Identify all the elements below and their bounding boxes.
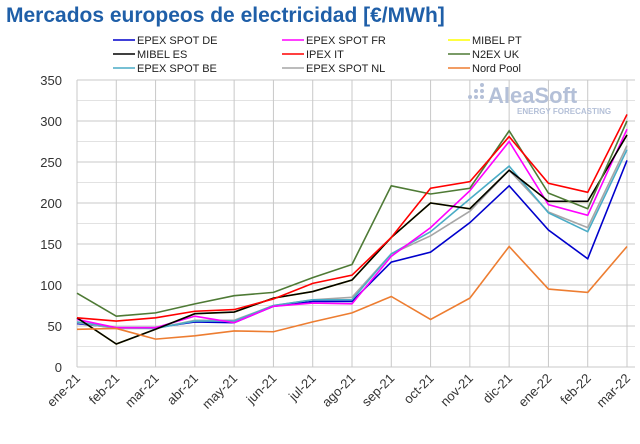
legend-item: N2EX UK [448,49,520,61]
x-tick-label: feb-22 [557,371,594,408]
legend-item: MIBEL PT [448,35,522,47]
x-tick-label: abr-21 [164,371,201,408]
legend-label: EPEX SPOT FR [306,35,386,47]
legend-label: EPEX SPOT DE [137,35,218,47]
watermark-logo: AleaSoft [488,83,578,108]
y-tick-label: 200 [40,196,62,211]
legend-label: Nord Pool [472,63,521,75]
legend-item: EPEX SPOT DE [113,35,218,47]
y-tick-label: 150 [40,237,62,252]
x-tick-label: oct-21 [401,371,437,407]
x-tick-label: mar-21 [122,371,162,411]
legend-label: N2EX UK [472,49,520,61]
logo-dot [480,95,484,99]
series-nord-pool [76,245,628,340]
series-ipex-it [76,114,628,322]
series-n2ex-uk [76,120,628,317]
legend-item: EPEX SPOT NL [282,63,385,75]
x-tick-label: may-21 [199,371,240,412]
x-tick-label: jun-21 [243,371,280,408]
x-tick-label: ago-21 [319,371,358,410]
logo-dot [474,95,478,99]
y-tick-label: 0 [55,360,62,375]
logo-dot [480,89,484,93]
legend-item: EPEX SPOT BE [113,63,217,75]
x-tick-label: ene-22 [515,371,554,410]
y-tick-label: 250 [40,155,62,170]
logo-dot [480,83,484,87]
legend-label: IPEX IT [306,49,344,61]
legend-item: EPEX SPOT FR [282,35,386,47]
y-tick-label: 300 [40,114,62,129]
watermark-subtitle: ENERGY FORECASTING [517,107,611,116]
y-tick-label: 100 [40,278,62,293]
logo-dot [468,95,472,99]
x-tick-label: mar-22 [593,371,633,411]
legend-label: EPEX SPOT NL [306,63,385,75]
legend-item: MIBEL ES [113,49,187,61]
legend-item: IPEX IT [282,49,344,61]
x-tick-label: ene-21 [44,371,83,410]
x-tick-label: jul-21 [285,371,319,405]
x-tick-label: feb-21 [86,371,123,408]
logo-dot [474,89,478,93]
y-tick-label: 50 [48,319,62,334]
legend-item: Nord Pool [448,63,521,75]
chart-title: Mercados europeos de electricidad [€/MWh… [6,4,445,27]
legend-label: EPEX SPOT BE [137,63,217,75]
legend-label: MIBEL ES [137,49,187,61]
x-tick-label: dic-21 [480,371,516,407]
y-tick-label: 350 [40,73,62,88]
series-epex-spot-be [76,149,628,330]
legend-label: MIBEL PT [472,35,522,47]
x-tick-label: nov-21 [437,371,476,410]
x-tick-label: sep-21 [359,371,398,410]
